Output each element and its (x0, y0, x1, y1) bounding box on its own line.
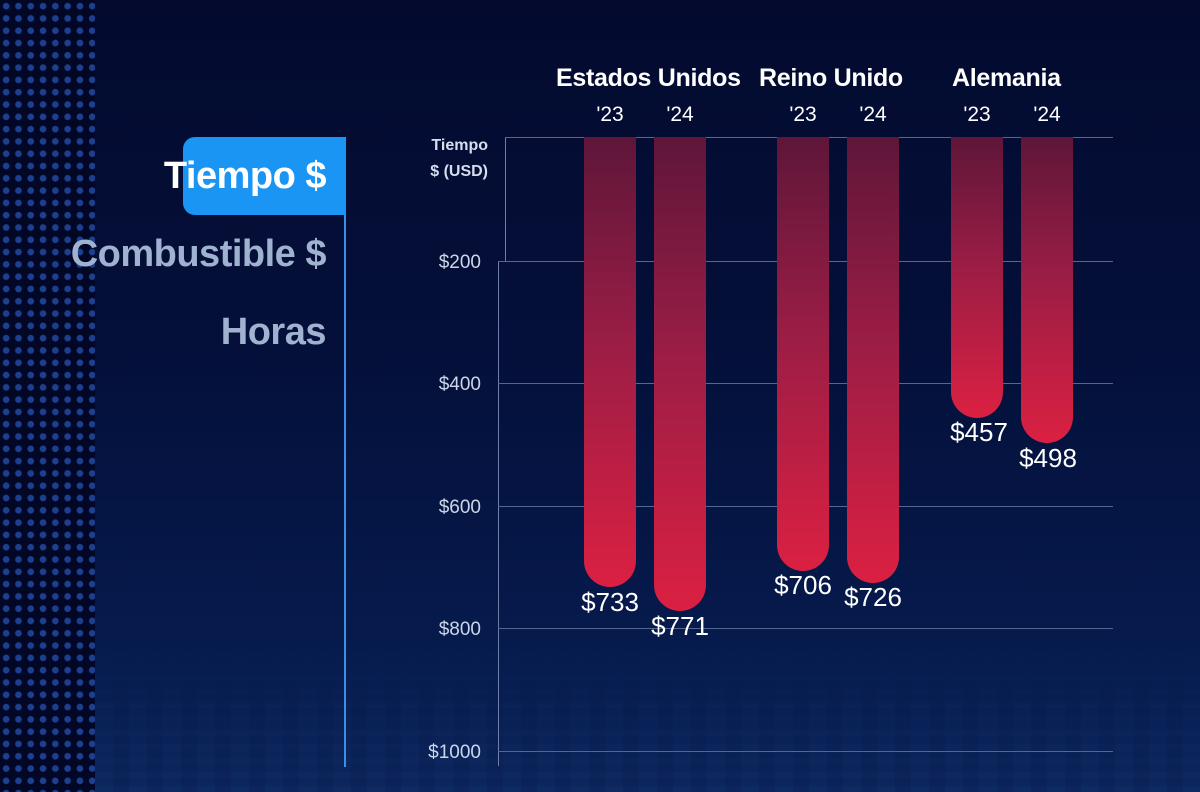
year-label: '24 (1033, 103, 1061, 126)
year-label: '24 (859, 103, 887, 126)
year-label: '23 (789, 103, 817, 126)
bar-estados-unidos-23[interactable] (584, 137, 636, 587)
gridline-1000 (498, 751, 1113, 752)
y-axis-line-upper (505, 137, 506, 261)
year-label: '23 (963, 103, 991, 126)
bar-alemania-23[interactable] (951, 137, 1003, 418)
y-axis-title-line2: $ (USD) (430, 163, 488, 180)
y-tick-label: $600 (438, 497, 481, 518)
bar-value-label: $706 (774, 570, 832, 600)
bar-value-label: $733 (581, 587, 639, 617)
menu-item-combustible[interactable]: Combustible $ (70, 233, 327, 275)
bar-reino-unido-23[interactable] (777, 137, 829, 571)
bar-alemania-24[interactable] (1021, 137, 1073, 443)
menu-item-horas[interactable]: Horas (220, 311, 327, 353)
group-label-reino-unido: Reino Unido (759, 64, 903, 92)
group-label-alemania: Alemania (952, 64, 1061, 92)
menu-active-highlight (183, 137, 346, 215)
gridline-800 (498, 628, 1113, 629)
y-axis-title: Tiempo $ (USD) (400, 133, 488, 185)
y-tick-label: $400 (438, 374, 481, 395)
menu-item-tiempo[interactable]: Tiempo $ (163, 155, 327, 197)
dotted-pattern-panel (0, 0, 95, 792)
year-label: '23 (596, 103, 624, 126)
bar-value-label: $457 (950, 417, 1008, 447)
y-axis-line (498, 261, 499, 766)
bar-value-label: $498 (1019, 443, 1077, 473)
y-tick-label: $200 (438, 252, 481, 273)
bar-value-label: $771 (651, 611, 709, 641)
y-tick-label: $800 (438, 619, 481, 640)
group-label-estados-unidos: Estados Unidos (556, 64, 741, 92)
y-axis-title-line1: Tiempo (431, 137, 488, 154)
bar-estados-unidos-24[interactable] (654, 137, 706, 611)
bar-value-label: $726 (844, 582, 902, 612)
city-background (95, 632, 1200, 792)
bar-reino-unido-24[interactable] (847, 137, 899, 583)
y-tick-label: $1000 (428, 742, 481, 763)
year-label: '24 (666, 103, 694, 126)
menu-divider-line (344, 137, 346, 767)
